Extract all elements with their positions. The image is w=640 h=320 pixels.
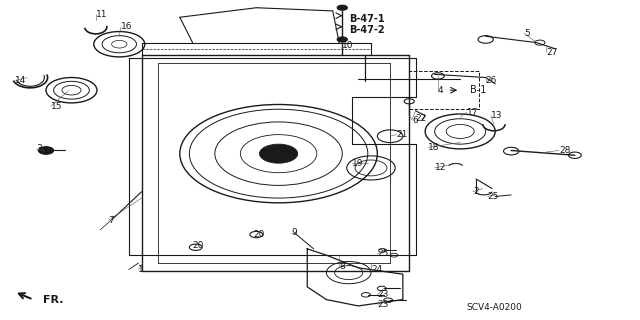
Text: 20: 20 — [253, 230, 264, 239]
Text: FR.: FR. — [43, 295, 63, 305]
Text: 23: 23 — [378, 300, 388, 309]
Text: 9: 9 — [291, 228, 297, 237]
Circle shape — [337, 5, 348, 10]
Text: 22: 22 — [415, 114, 427, 123]
Text: 12: 12 — [435, 164, 446, 172]
Text: 26: 26 — [486, 76, 497, 85]
Text: 4: 4 — [438, 86, 444, 95]
Text: 18: 18 — [428, 143, 440, 152]
Text: B-1: B-1 — [470, 85, 486, 95]
Text: 13: 13 — [491, 111, 502, 120]
Text: 21: 21 — [396, 130, 408, 139]
Text: 16: 16 — [121, 22, 132, 31]
Text: 7: 7 — [108, 216, 114, 225]
Text: 25: 25 — [488, 192, 499, 201]
Text: 3: 3 — [36, 144, 42, 153]
Text: 1: 1 — [138, 265, 144, 274]
Text: 11: 11 — [96, 10, 107, 19]
Text: 8: 8 — [339, 262, 345, 271]
Text: 2: 2 — [473, 187, 479, 196]
Text: 19: 19 — [352, 159, 364, 168]
Text: 6: 6 — [412, 116, 418, 125]
Text: 25: 25 — [378, 249, 388, 258]
Text: B-47-2: B-47-2 — [349, 25, 384, 35]
Circle shape — [259, 144, 298, 163]
Text: 14: 14 — [15, 76, 27, 85]
Text: 23: 23 — [378, 290, 388, 299]
Text: 10: 10 — [342, 41, 354, 50]
Text: 15: 15 — [51, 101, 63, 111]
Text: B-47-1: B-47-1 — [349, 14, 384, 24]
Text: 28: 28 — [559, 146, 570, 155]
Text: 24: 24 — [371, 265, 382, 274]
Text: 5: 5 — [524, 28, 530, 38]
Circle shape — [337, 37, 348, 42]
Text: 27: 27 — [546, 48, 557, 57]
Circle shape — [38, 147, 54, 154]
Text: 17: 17 — [467, 108, 478, 117]
Text: 20: 20 — [193, 241, 204, 250]
Text: SCV4-A0200: SCV4-A0200 — [467, 303, 522, 312]
